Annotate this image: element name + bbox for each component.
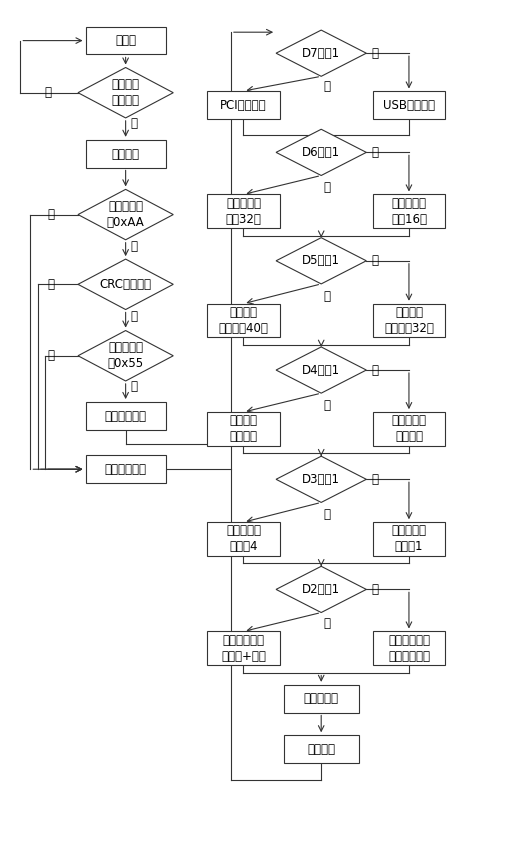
FancyBboxPatch shape <box>373 195 445 228</box>
Text: 否: 否 <box>371 364 378 376</box>
FancyBboxPatch shape <box>373 91 445 119</box>
Text: 否: 否 <box>371 583 378 596</box>
Text: 起始位字节
为0xAA: 起始位字节 为0xAA <box>107 200 144 229</box>
Text: 是: 是 <box>323 618 331 630</box>
FancyBboxPatch shape <box>283 684 359 712</box>
Text: 是: 是 <box>323 398 331 412</box>
Text: 初始化: 初始化 <box>115 34 136 47</box>
Text: 接收数据: 接收数据 <box>112 147 139 161</box>
Polygon shape <box>276 129 367 175</box>
Text: D3位为1: D3位为1 <box>302 473 340 486</box>
FancyBboxPatch shape <box>207 91 280 119</box>
Text: 设置输出轴: 设置输出轴 <box>304 692 339 706</box>
FancyBboxPatch shape <box>86 140 166 168</box>
FancyBboxPatch shape <box>373 412 445 446</box>
FancyBboxPatch shape <box>207 195 280 228</box>
Text: 否: 否 <box>371 146 378 159</box>
Text: D4位为1: D4位为1 <box>302 364 340 376</box>
Text: 否: 否 <box>45 86 51 99</box>
Text: CRC校验正确: CRC校验正确 <box>100 277 152 291</box>
Polygon shape <box>276 456 367 503</box>
Text: 是: 是 <box>323 80 331 93</box>
Text: 位移误差不
自动补偿: 位移误差不 自动补偿 <box>391 415 426 443</box>
Text: 是: 是 <box>131 118 137 130</box>
Text: 是: 是 <box>131 310 137 323</box>
FancyBboxPatch shape <box>207 304 280 338</box>
FancyBboxPatch shape <box>207 522 280 556</box>
Text: D6位为1: D6位为1 <box>302 146 340 159</box>
Text: 读取配置信息: 读取配置信息 <box>104 409 147 423</box>
Text: USB接口模式: USB接口模式 <box>383 99 435 112</box>
Polygon shape <box>276 30 367 76</box>
Text: PCI接口模式: PCI接口模式 <box>220 99 267 112</box>
FancyBboxPatch shape <box>86 403 166 430</box>
FancyBboxPatch shape <box>207 412 280 446</box>
FancyBboxPatch shape <box>207 631 280 665</box>
Text: 否: 否 <box>371 255 378 267</box>
Polygon shape <box>276 238 367 284</box>
Text: 缓冲区数据
宽度32位: 缓冲区数据 宽度32位 <box>226 197 262 226</box>
Text: 是: 是 <box>323 289 331 303</box>
Text: 否: 否 <box>47 349 54 362</box>
Text: 位移误差
自动补偿: 位移误差 自动补偿 <box>230 415 258 443</box>
FancyBboxPatch shape <box>86 455 166 483</box>
Text: 编码器脉冲
倍率为1: 编码器脉冲 倍率为1 <box>391 525 426 553</box>
Text: 是: 是 <box>323 181 331 195</box>
Polygon shape <box>78 68 173 118</box>
Text: 反馈配置错误: 反馈配置错误 <box>104 463 147 475</box>
Text: 否: 否 <box>47 277 54 291</box>
Text: 输出脉冲类型
为方向+脉冲: 输出脉冲类型 为方向+脉冲 <box>221 634 266 662</box>
Text: 是: 是 <box>131 381 137 393</box>
FancyBboxPatch shape <box>373 631 445 665</box>
Text: 是: 是 <box>323 508 331 521</box>
Text: 是: 是 <box>131 240 137 253</box>
Text: 串口通信
中断请求: 串口通信 中断请求 <box>112 78 139 107</box>
Text: 结束位字节
为0x55: 结束位字节 为0x55 <box>107 341 143 371</box>
FancyBboxPatch shape <box>373 522 445 556</box>
Text: 缓冲区数据
宽度16位: 缓冲区数据 宽度16位 <box>391 197 427 226</box>
Polygon shape <box>276 347 367 393</box>
FancyBboxPatch shape <box>86 27 166 54</box>
FancyBboxPatch shape <box>283 735 359 763</box>
Polygon shape <box>78 331 173 381</box>
FancyBboxPatch shape <box>373 304 445 338</box>
Text: 否: 否 <box>47 208 54 221</box>
Text: 配置结束: 配置结束 <box>307 743 335 755</box>
Text: 否: 否 <box>371 47 378 60</box>
Text: 编码器脉冲
倍率为4: 编码器脉冲 倍率为4 <box>226 525 261 553</box>
Polygon shape <box>78 190 173 239</box>
Text: D2位为1: D2位为1 <box>302 583 340 596</box>
Polygon shape <box>276 566 367 613</box>
Text: D5位为1: D5位为1 <box>302 255 340 267</box>
Text: 输出脉冲类型
为正、负脉冲: 输出脉冲类型 为正、负脉冲 <box>388 634 430 662</box>
Polygon shape <box>78 259 173 310</box>
Text: D7位为1: D7位为1 <box>302 47 340 60</box>
Text: 位移反馈
计数器为32位: 位移反馈 计数器为32位 <box>384 306 434 335</box>
Text: 否: 否 <box>371 473 378 486</box>
Text: 位移反馈
计数器为40位: 位移反馈 计数器为40位 <box>219 306 268 335</box>
